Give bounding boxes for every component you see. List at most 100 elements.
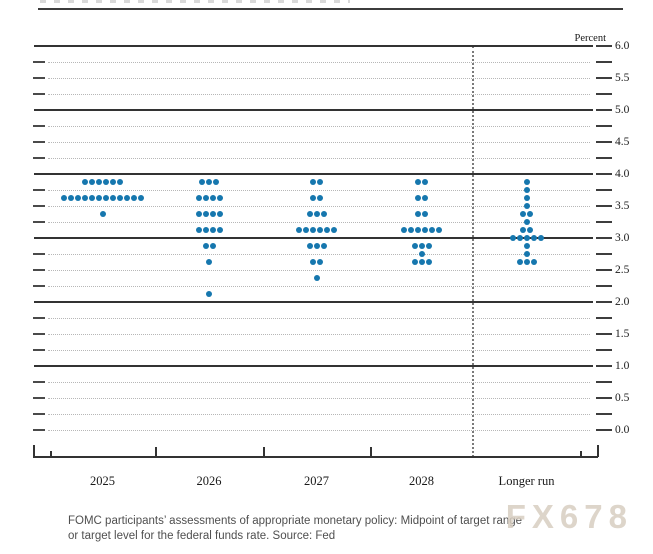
projection-dot [523, 251, 530, 257]
projection-dot [82, 195, 88, 201]
gridline-dotted [48, 382, 590, 383]
y-left-tick [33, 141, 45, 143]
gridline-dotted [48, 318, 590, 319]
projection-dot [213, 179, 219, 185]
projection-dot [303, 227, 309, 233]
projection-dot [195, 227, 202, 233]
projection-dot [117, 195, 123, 201]
projection-dot [124, 195, 130, 201]
projection-dot [408, 227, 414, 233]
y-right-dash [596, 157, 612, 159]
y-tick-label: 0.5 [615, 392, 630, 404]
projection-dot [310, 227, 316, 233]
projection-dot [422, 195, 428, 201]
projection-dot [523, 187, 530, 193]
x-axis-tick [50, 451, 52, 457]
gridline-dotted [48, 190, 590, 191]
projection-dot [138, 195, 144, 201]
gridline-solid [34, 365, 593, 367]
y-tick-label: 0.0 [615, 424, 630, 436]
projection-dot [209, 195, 216, 201]
projection-dot [206, 291, 212, 297]
gridline-dotted [48, 398, 590, 399]
projection-dot [415, 211, 421, 217]
gridline-solid [34, 301, 593, 303]
projection-dot [117, 179, 123, 185]
y-right-dash [596, 253, 612, 255]
gridline-dotted [48, 334, 590, 335]
projection-dot [320, 243, 327, 249]
y-tick-label: 3.0 [615, 232, 630, 244]
watermark-text: FX678 [505, 498, 633, 535]
projection-dot [216, 211, 223, 217]
projection-dot [415, 227, 421, 233]
y-right-dash [596, 429, 612, 431]
y-right-dash [596, 397, 612, 399]
projection-dot [516, 259, 523, 265]
y-left-tick [33, 61, 45, 63]
y-right-dash [596, 45, 612, 47]
projection-dot [418, 251, 425, 257]
projection-dot [195, 211, 202, 217]
cropped-text-remnant [40, 0, 350, 3]
y-tick-label: 5.5 [615, 72, 630, 84]
gridline-dotted [48, 350, 590, 351]
projection-dot [411, 259, 418, 265]
projection-dot [422, 227, 428, 233]
y-tick-label: 2.0 [615, 296, 630, 308]
y-right-dash [596, 141, 612, 143]
projection-dot [317, 259, 323, 265]
y-right-dash [596, 189, 612, 191]
y-tick-label: 3.5 [615, 200, 630, 212]
y-left-tick [33, 253, 45, 255]
gridline-dotted [48, 286, 590, 287]
y-left-tick [33, 333, 45, 335]
gridline-dotted [48, 430, 590, 431]
longer-run-separator-line [472, 46, 474, 457]
gridline-dotted [48, 62, 590, 63]
y-left-tick [33, 189, 45, 191]
y-left-tick [33, 221, 45, 223]
gridline-dotted [48, 414, 590, 415]
x-axis-tick [155, 447, 157, 457]
x-category-label: 2025 [90, 474, 115, 488]
x-category-label: 2028 [409, 474, 434, 488]
y-right-dash [596, 125, 612, 127]
y-left-tick [33, 205, 45, 207]
y-right-dash [596, 317, 612, 319]
projection-dot [401, 227, 407, 233]
projection-dot [530, 235, 537, 241]
projection-dot [110, 179, 116, 185]
projection-dot [206, 259, 212, 265]
projection-dot [195, 195, 202, 201]
top-divider-rule [38, 8, 623, 10]
projection-dot [103, 179, 109, 185]
chart-caption: FOMC participants’ assessments of approp… [68, 514, 573, 543]
x-category-label: 2027 [304, 474, 329, 488]
projection-dot [523, 203, 530, 209]
y-right-dash [596, 269, 612, 271]
x-axis-tick [263, 447, 265, 457]
projection-dot [422, 179, 428, 185]
projection-dot [103, 195, 109, 201]
x-axis-line [33, 456, 598, 458]
x-axis-tick [580, 451, 582, 457]
caption-line-1: FOMC participants’ assessments of approp… [68, 515, 523, 527]
y-right-dash [596, 413, 612, 415]
projection-dot [202, 211, 209, 217]
projection-dot [68, 195, 74, 201]
projection-dot [436, 227, 442, 233]
gridline-dotted [48, 94, 590, 95]
gridline-solid [34, 109, 593, 111]
projection-dot [429, 227, 435, 233]
projection-dot [425, 243, 432, 249]
projection-dot [202, 195, 209, 201]
gridline-dotted [48, 222, 590, 223]
projection-dot [520, 211, 526, 217]
projection-dot [418, 259, 425, 265]
y-axis-unit-label: Percent [574, 33, 607, 44]
y-left-tick [33, 269, 45, 271]
x-category-label: Longer run [498, 474, 555, 488]
y-left-tick [33, 317, 45, 319]
projection-dot [527, 211, 533, 217]
